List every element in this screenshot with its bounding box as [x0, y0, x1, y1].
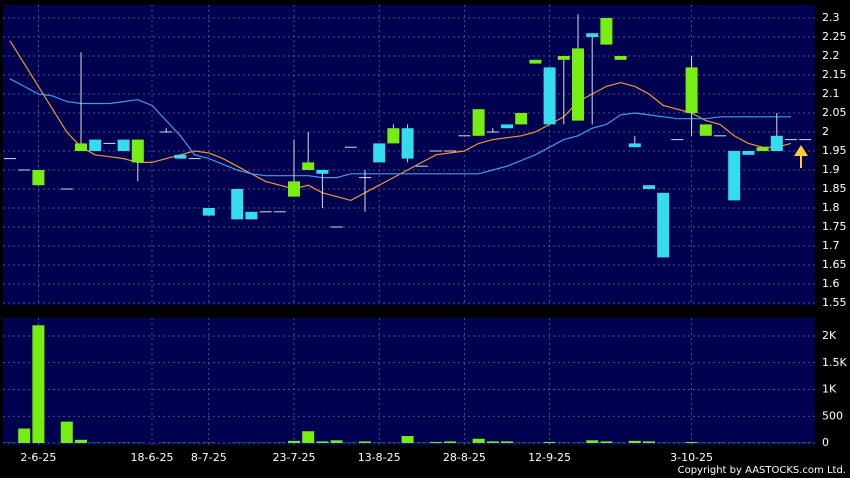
candle-body [202, 208, 215, 216]
candle-body [231, 189, 244, 220]
volume-bar [486, 441, 499, 443]
candle-body [614, 56, 627, 60]
candle-body [131, 139, 144, 163]
candle-body [316, 170, 329, 174]
candle-body [515, 113, 528, 125]
candle-body [472, 109, 485, 136]
volume-bar [643, 441, 655, 443]
candle-body [401, 128, 414, 159]
volume-bar [359, 441, 371, 443]
volume-bar [685, 441, 698, 443]
y-tick-label: 1.55 [822, 296, 847, 309]
y-tick-label: 1.85 [822, 182, 847, 195]
volume-bar [302, 431, 315, 443]
y-tick-label: 1.5K [822, 356, 847, 369]
candle-body [685, 67, 698, 113]
volume-bar [628, 440, 641, 443]
candle-body [770, 135, 783, 151]
candle-body [628, 143, 641, 148]
y-tick-label: 500 [822, 409, 843, 422]
volume-panel [3, 318, 815, 445]
y-tick-label: 1.65 [822, 258, 847, 271]
candle-body [89, 139, 102, 151]
candle-body [501, 124, 513, 129]
candle-body [75, 143, 87, 151]
x-tick-label: 23-7-25 [273, 451, 316, 464]
candle-body [174, 154, 187, 159]
x-tick-label: 12-9-25 [528, 451, 571, 464]
candle-body [557, 56, 570, 60]
volume-bar [60, 421, 73, 443]
candle-body [245, 211, 258, 220]
copyright: Copyright by AASTOCKS.com Ltd. [678, 465, 846, 476]
y-tick-label: 1.75 [822, 220, 847, 233]
x-tick-label: 3-10-25 [670, 451, 713, 464]
candle-body [756, 147, 769, 151]
candle-body [657, 192, 670, 258]
volume-bar [401, 436, 414, 443]
y-tick-label: 1.6 [822, 277, 840, 290]
volume-bar [75, 439, 87, 443]
y-tick-label: 1.95 [822, 144, 847, 157]
volume-bar [586, 440, 599, 443]
y-tick-label: 1.7 [822, 239, 840, 252]
y-tick-label: 2 [822, 125, 829, 138]
candle-body [288, 181, 300, 197]
y-tick-label: 2.15 [822, 68, 847, 81]
candle-body [32, 170, 45, 186]
y-tick-label: 2K [822, 329, 837, 342]
y-tick-label: 1.8 [822, 201, 840, 214]
candle-body [699, 124, 712, 136]
x-tick-label: 2-6-25 [20, 451, 56, 464]
candle-body [742, 151, 755, 155]
volume-bar [316, 441, 329, 443]
candle-body [529, 59, 542, 64]
candle-body [586, 33, 599, 37]
y-tick-label: 2.1 [822, 87, 840, 100]
y-tick-label: 2.25 [822, 30, 847, 43]
candle-body [117, 139, 130, 151]
y-tick-label: 1K [822, 383, 837, 396]
volume-bar [600, 441, 613, 443]
volume-bar [543, 441, 556, 443]
volume-bar [18, 428, 31, 443]
candle-body [387, 128, 400, 144]
volume-bar [472, 438, 485, 443]
candle-body [600, 18, 613, 45]
y-tick-label: 0 [822, 436, 829, 449]
candle-body [543, 67, 556, 125]
candle-body [728, 151, 741, 201]
volume-bar [330, 440, 343, 443]
y-tick-label: 2.2 [822, 49, 840, 62]
volume-bar [288, 440, 300, 443]
candle-body [643, 185, 655, 189]
x-tick-label: 13-8-25 [358, 451, 401, 464]
moving-average [9, 78, 791, 179]
candle-body [302, 162, 315, 170]
candle-body [373, 143, 386, 163]
candle-body [572, 48, 584, 121]
plot: 1.55 1.6 1.65 1.7 1.75 1.8 1.85 1.9 1.95 2 2.05 2.1… [3, 5, 847, 464]
x-tick-label: 8-7-25 [191, 451, 227, 464]
volume-bar [501, 441, 513, 443]
x-tick-label: 28-8-25 [443, 451, 486, 464]
x-tick-label: 18-6-25 [131, 451, 174, 464]
y-tick-label: 1.9 [822, 163, 840, 176]
volume-bar [430, 441, 442, 443]
volume-bar [444, 441, 457, 443]
last-price-arrow [794, 145, 808, 168]
y-tick-label: 2.3 [822, 11, 840, 24]
y-tick-label: 2.05 [822, 106, 847, 119]
volume-bar [32, 325, 45, 443]
